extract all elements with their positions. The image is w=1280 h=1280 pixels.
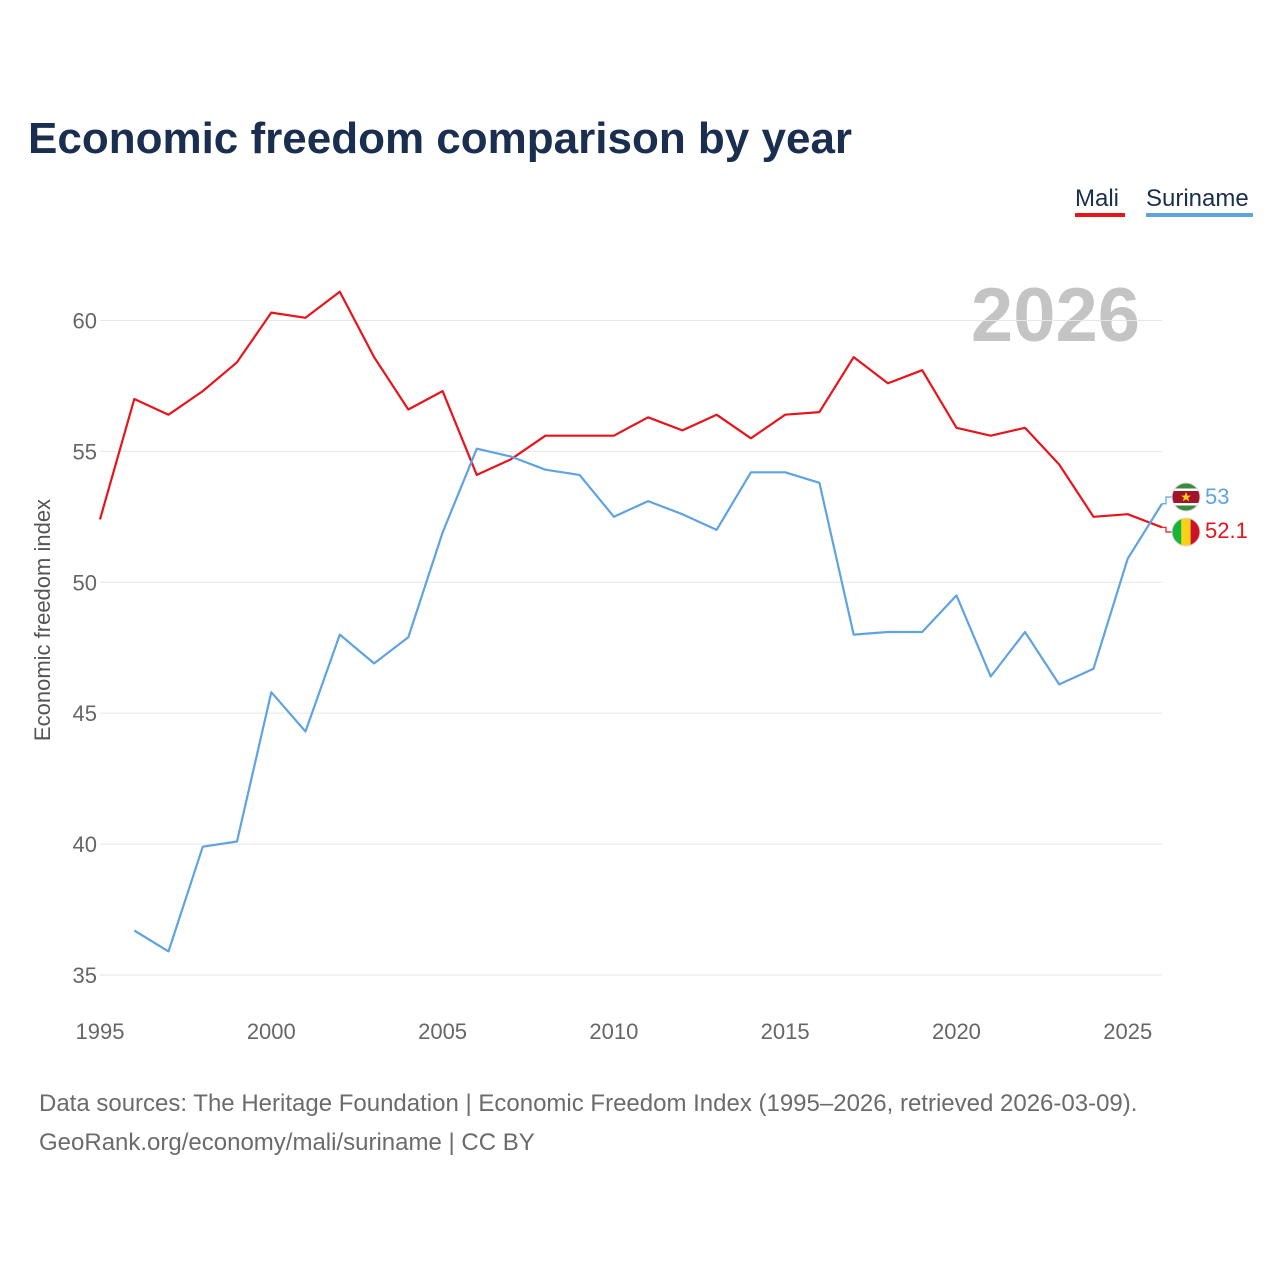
y-axis-ticks: 35 40 45 50 55 60 xyxy=(73,308,97,988)
y-tick-40: 40 xyxy=(73,832,97,857)
suriname-flag-icon xyxy=(1171,482,1201,512)
x-tick-1995: 1995 xyxy=(76,1019,125,1044)
current-year-label: 2026 xyxy=(971,273,1140,358)
footer-sources: Data sources: The Heritage Foundation | … xyxy=(39,1090,1137,1117)
legend: Mali Suriname xyxy=(1075,185,1253,217)
y-axis-label: Economic freedom index xyxy=(30,499,55,741)
end-value-suriname: 53 xyxy=(1205,484,1229,509)
legend-swatch-suriname xyxy=(1146,213,1253,217)
x-tick-2000: 2000 xyxy=(247,1019,296,1044)
y-tick-45: 45 xyxy=(73,701,97,726)
y-tick-55: 55 xyxy=(73,439,97,464)
end-connector-mali xyxy=(1162,526,1172,533)
x-tick-2005: 2005 xyxy=(418,1019,467,1044)
gridlines xyxy=(100,319,1162,976)
x-tick-2020: 2020 xyxy=(932,1019,981,1044)
y-tick-50: 50 xyxy=(73,570,97,595)
end-value-mali: 52.1 xyxy=(1205,518,1248,543)
x-tick-2010: 2010 xyxy=(589,1019,638,1044)
x-tick-2015: 2015 xyxy=(761,1019,810,1044)
series-line-mali[interactable] xyxy=(98,290,1163,529)
legend-item-suriname[interactable]: Suriname xyxy=(1146,185,1249,212)
y-tick-35: 35 xyxy=(73,963,97,988)
mali-flag-icon xyxy=(1171,517,1201,547)
y-tick-60: 60 xyxy=(73,308,97,333)
series-line-suriname[interactable] xyxy=(133,447,1163,953)
end-connector-suriname xyxy=(1162,496,1172,505)
footer-attribution[interactable]: GeoRank.org/economy/mali/suriname | CC B… xyxy=(39,1129,535,1156)
x-tick-2025: 2025 xyxy=(1103,1019,1152,1044)
chart-title: Economic freedom comparison by year xyxy=(28,114,852,163)
x-axis-ticks: 1995 2000 2005 2010 2015 2020 2025 xyxy=(76,1019,1153,1044)
legend-item-mali[interactable]: Mali xyxy=(1075,185,1119,212)
legend-swatch-mali xyxy=(1075,213,1125,217)
series-lines xyxy=(98,290,1172,953)
